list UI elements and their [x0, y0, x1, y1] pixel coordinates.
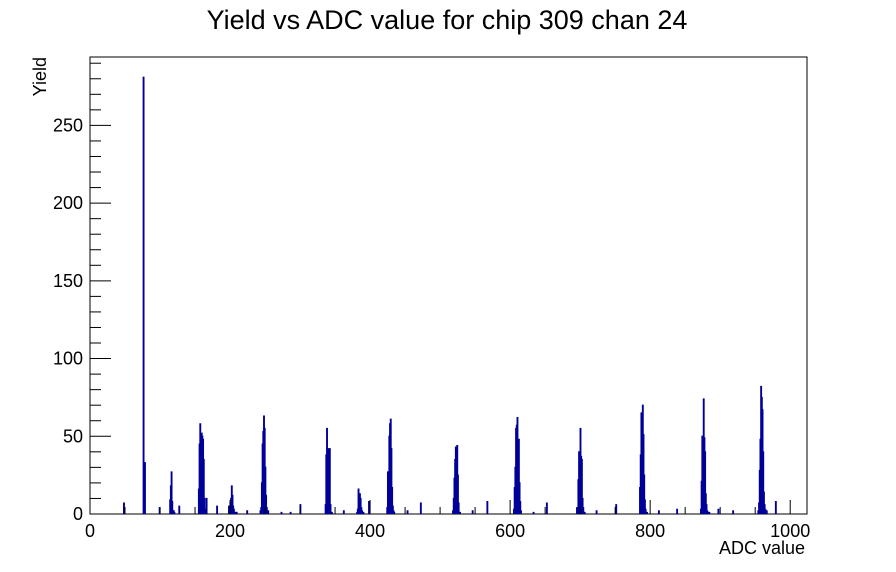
histogram-bin [704, 493, 707, 514]
histogram-bin [123, 502, 125, 514]
histogram-bin [228, 505, 230, 514]
histogram-bin [486, 500, 489, 514]
x-tick-label: 1000 [770, 521, 810, 541]
histogram-bin [173, 511, 176, 514]
histogram-bin [231, 494, 234, 514]
histogram-bin [362, 511, 365, 514]
histogram-bin [580, 458, 583, 514]
y-tick-label: 50 [63, 426, 83, 446]
histogram-bin [329, 504, 332, 514]
y-tick-label: 150 [53, 271, 83, 291]
histogram-bin [764, 508, 767, 514]
histogram-bin [520, 510, 522, 514]
histogram-bin [359, 497, 362, 514]
histogram-bin [178, 505, 181, 514]
histogram-bin [232, 508, 235, 514]
histogram-bin [406, 510, 409, 514]
histogram-bin [643, 474, 646, 514]
x-tick-label: 200 [215, 521, 245, 541]
histogram-bin [205, 497, 208, 514]
histogram-bin [265, 507, 268, 514]
histogram-bin [576, 507, 578, 514]
histogram-bin [142, 76, 145, 514]
histogram-bin [595, 510, 598, 514]
x-tick-label: 800 [635, 521, 665, 541]
histogram-bin [459, 511, 462, 514]
histogram-bin [391, 505, 394, 514]
y-tick-label: 0 [73, 504, 83, 524]
histogram-bin [368, 500, 370, 514]
histogram-bin [704, 451, 707, 514]
histogram-bin [390, 448, 393, 514]
histogram-bin [615, 504, 618, 514]
histogram-bin [144, 462, 146, 514]
histogram-bin [457, 474, 459, 514]
histogram-bin [280, 511, 283, 514]
histogram-bin [583, 511, 586, 514]
histogram-bin [202, 458, 205, 514]
x-tick-label: 0 [85, 521, 95, 541]
histogram-bin [204, 508, 207, 514]
histogram-bars [123, 76, 777, 514]
histogram-bin [246, 510, 249, 514]
histogram-bin [264, 466, 267, 514]
histogram-bin [457, 502, 460, 514]
x-axis: 0 200 400 600 800 1000 [85, 500, 810, 541]
histogram-bin [289, 511, 292, 514]
y-axis-title: Yield [30, 57, 50, 96]
x-tick-label: 600 [495, 521, 525, 541]
histogram-bin [644, 508, 647, 514]
histogram-bin [705, 504, 708, 514]
chart-title: Yield vs ADC value for chip 309 chan 24 [207, 5, 688, 35]
histogram-bin [676, 508, 679, 514]
y-axis: 0 50 100 150 200 250 [53, 62, 111, 524]
histogram-bin [762, 491, 765, 514]
histogram-bin [532, 511, 535, 514]
histogram-bin [393, 511, 396, 514]
histogram-bin [643, 499, 646, 514]
histogram-bin [170, 471, 173, 514]
histogram-bin [203, 497, 206, 514]
histogram-bin [328, 448, 331, 514]
plot-frame [89, 56, 808, 515]
histogram-bin [471, 510, 474, 514]
histogram-bin [519, 500, 522, 514]
y-tick-label: 100 [53, 349, 83, 369]
histogram-bin [708, 511, 711, 514]
histogram-bin [518, 482, 521, 514]
x-tick-label: 400 [355, 521, 385, 541]
histogram-bin [330, 511, 333, 514]
y-tick-label: 200 [53, 193, 83, 213]
y-tick-label: 250 [53, 115, 83, 135]
histogram-bin [265, 494, 268, 514]
x-axis-title: ADC value [719, 538, 805, 558]
histogram-bin [646, 511, 648, 514]
histogram-bin [732, 510, 735, 514]
histogram-bin [267, 510, 270, 514]
histogram-bin [545, 502, 548, 514]
histogram-bin [171, 500, 174, 514]
histogram-bin [419, 502, 422, 514]
histogram-bin [657, 510, 660, 514]
histogram-bin [765, 510, 768, 514]
histogram-bin [391, 486, 394, 514]
histogram-bin [517, 438, 520, 514]
histogram-bin [342, 510, 345, 514]
histogram-bin [762, 451, 765, 514]
histogram-bin [717, 508, 720, 514]
histogram-bin [216, 505, 219, 514]
histogram-bin [582, 507, 585, 514]
histogram-bin [642, 434, 645, 514]
histogram-bin [235, 511, 238, 514]
histogram-bin [774, 500, 777, 514]
histogram-bin [581, 497, 584, 514]
